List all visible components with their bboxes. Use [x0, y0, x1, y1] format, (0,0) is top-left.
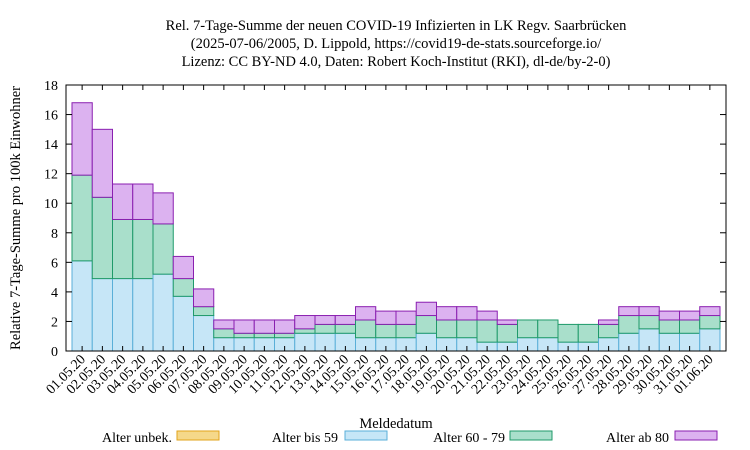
bar-segment	[152, 192, 174, 225]
bar-segment	[71, 260, 93, 352]
bar-segment	[658, 319, 680, 334]
bar-segment	[436, 319, 458, 339]
bar-segment	[253, 332, 275, 339]
bar-segment	[415, 315, 437, 334]
bar-segment	[213, 328, 235, 339]
bar-segment	[112, 278, 134, 352]
bar-segment	[456, 306, 478, 321]
bar-segment	[91, 128, 113, 198]
y-tick-label: 10	[44, 197, 58, 212]
legend-swatch	[674, 430, 718, 441]
y-tick-label: 0	[51, 345, 58, 360]
bar-segment	[355, 319, 377, 339]
chart-title-line-2: (2025-07-06/2005, D. Lippold, https://co…	[191, 36, 602, 52]
bar-segment	[253, 319, 275, 334]
bars-layer	[71, 102, 721, 352]
bar-segment	[699, 315, 721, 330]
bar-segment	[638, 315, 660, 330]
bar-segment	[496, 319, 518, 325]
bar-segment	[577, 323, 599, 343]
bar-segment	[476, 310, 498, 321]
chart-title-line-1: Rel. 7-Tage-Summe der neuen COVID-19 Inf…	[166, 18, 627, 34]
bar-segment	[557, 323, 579, 343]
bar-segment	[71, 102, 93, 176]
legend-label: Alter 60 - 79	[433, 431, 505, 446]
bar-segment	[679, 319, 701, 334]
bar-segment	[294, 315, 316, 330]
bar-segment	[618, 315, 640, 334]
bar-segment	[172, 278, 194, 297]
legend-label: Alter ab 80	[606, 431, 669, 446]
bar-segment	[679, 310, 701, 321]
bar-segment	[436, 306, 458, 321]
bar-segment	[213, 319, 235, 330]
x-axis-label: Meldedatum	[359, 416, 433, 432]
bar-segment	[395, 310, 417, 325]
y-tick-label: 4	[51, 286, 58, 301]
bar-segment	[496, 323, 518, 343]
bar-segment	[233, 319, 255, 334]
chart-title-line-3: Lizenz: CC BY-ND 4.0, Daten: Robert Koch…	[182, 54, 611, 70]
bar-segment	[618, 306, 640, 317]
y-axis-ticks: 0 2 4 6 8 10 12 14 16 18	[44, 79, 726, 360]
bar-segment	[476, 319, 498, 343]
bar-segment	[193, 306, 215, 317]
bar-segment	[375, 323, 397, 339]
bar-segment	[152, 223, 174, 275]
bar-segment	[132, 183, 154, 220]
bar-segment	[172, 295, 194, 352]
legend-label: Alter unbek.	[102, 431, 172, 446]
bar-segment	[638, 306, 660, 317]
bar-segment	[91, 196, 113, 280]
bar-segment	[112, 183, 134, 220]
bar-segment	[658, 310, 680, 321]
bar-segment	[132, 278, 154, 352]
y-axis-label: Relative 7-Tage-Summe pro 100k Einwohner	[8, 86, 24, 350]
bar-segment	[112, 218, 134, 280]
bar-segment	[314, 315, 336, 325]
bar-segment	[355, 306, 377, 321]
bar-segment	[456, 319, 478, 339]
bar-segment	[598, 323, 620, 339]
bar-segment	[193, 288, 215, 308]
bar-segment	[152, 273, 174, 352]
bar-segment	[537, 319, 559, 339]
bar-segment	[233, 332, 255, 339]
y-tick-label: 2	[51, 315, 58, 330]
y-tick-label: 6	[51, 256, 58, 271]
legend-swatch	[344, 430, 388, 441]
y-tick-label: 18	[44, 79, 58, 94]
bar-segment	[334, 323, 356, 334]
bar-segment	[517, 319, 539, 339]
legend-swatch	[176, 430, 220, 441]
bar-segment	[395, 323, 417, 339]
bar-segment	[132, 218, 154, 280]
legend-label: Alter bis 59	[272, 431, 338, 446]
y-tick-label: 16	[44, 109, 58, 124]
bar-segment	[172, 255, 194, 280]
bar-segment	[334, 315, 356, 325]
y-tick-label: 12	[44, 168, 58, 183]
bar-segment	[415, 301, 437, 317]
y-tick-label: 14	[44, 138, 58, 153]
bar-segment	[193, 315, 215, 352]
bar-segment	[274, 332, 296, 339]
legend-swatch	[509, 430, 553, 441]
legend: Alter unbek. Alter bis 59 Alter 60 - 79 Alt…	[102, 430, 718, 446]
y-tick-label: 8	[51, 227, 58, 242]
bar-segment	[375, 310, 397, 325]
bar-segment	[598, 319, 620, 325]
bar-segment	[294, 328, 316, 334]
bar-segment	[274, 319, 296, 334]
bar-segment	[314, 323, 336, 334]
bar-segment	[71, 174, 93, 262]
bar-segment	[699, 306, 721, 317]
bar-segment	[91, 278, 113, 352]
plot-frame	[65, 84, 727, 352]
